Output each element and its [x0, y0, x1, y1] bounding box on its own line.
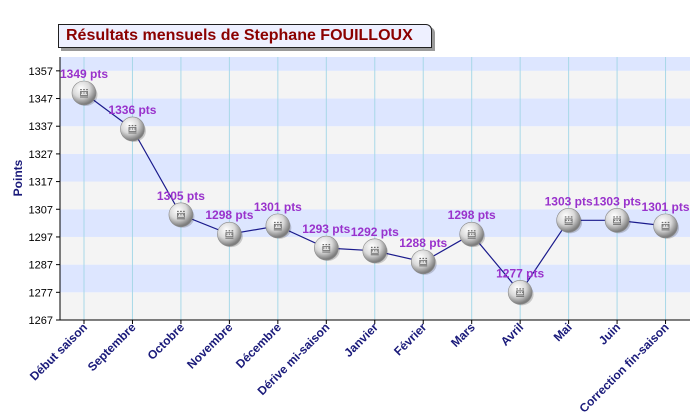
data-label: 1293 pts [302, 222, 350, 236]
data-label: 1298 pts [205, 208, 253, 222]
data-point [507, 280, 534, 306]
data-label: 1288 pts [399, 236, 447, 250]
y-tick-label: 1337 [29, 121, 53, 133]
y-tick-label: 1307 [29, 204, 53, 216]
data-point [71, 80, 98, 106]
data-point [653, 213, 680, 239]
x-tick-label: Décembre [233, 320, 284, 371]
y-tick-label: 1287 [29, 260, 53, 272]
data-point [362, 238, 389, 264]
data-label: 1301 pts [642, 200, 690, 214]
x-tick-label: Mai [551, 320, 575, 344]
data-point [217, 221, 243, 248]
y-tick-label: 1327 [29, 149, 53, 161]
data-label: 1301 pts [254, 200, 302, 214]
data-label: 1303 pts [545, 194, 593, 208]
y-tick-label: 1277 [29, 287, 53, 299]
chart-title: Résultats mensuels de Stephane FOUILLOUX [58, 24, 432, 48]
x-tick-label: Octobre [145, 320, 188, 363]
x-tick-label: Mars [448, 320, 478, 350]
data-point [314, 235, 340, 262]
data-label: 1349 pts [60, 67, 108, 81]
y-tick-label: 1347 [29, 94, 53, 106]
data-label: 1303 pts [593, 194, 641, 208]
data-point [556, 208, 583, 234]
y-tick-label: 1297 [29, 232, 53, 244]
data-point [604, 208, 631, 234]
x-tick-label: Juin [596, 320, 623, 347]
data-point [120, 116, 146, 142]
y-axis-label: Points [11, 159, 25, 196]
y-tick-label: 1357 [29, 66, 53, 78]
y-tick-label: 1317 [29, 177, 53, 189]
data-label: 1336 pts [108, 103, 156, 117]
x-tick-label: Novembre [184, 320, 236, 372]
data-label: 1277 pts [496, 266, 544, 280]
data-label: 1292 pts [351, 225, 399, 239]
data-label: 1298 pts [448, 208, 496, 222]
x-tick-label: Correction fin-saison [576, 320, 671, 415]
x-tick-label: Début saison [27, 320, 90, 383]
data-point [459, 221, 486, 248]
data-label: 1305 pts [157, 189, 205, 203]
data-point [265, 213, 292, 239]
x-tick-label: Septembre [85, 320, 139, 374]
data-point [410, 249, 437, 275]
x-tick-label: Février [391, 320, 429, 358]
y-tick-label: 1267 [29, 315, 53, 327]
x-tick-label: Janvier [341, 320, 381, 360]
data-point [168, 202, 195, 228]
x-tick-label: Avril [498, 320, 526, 348]
